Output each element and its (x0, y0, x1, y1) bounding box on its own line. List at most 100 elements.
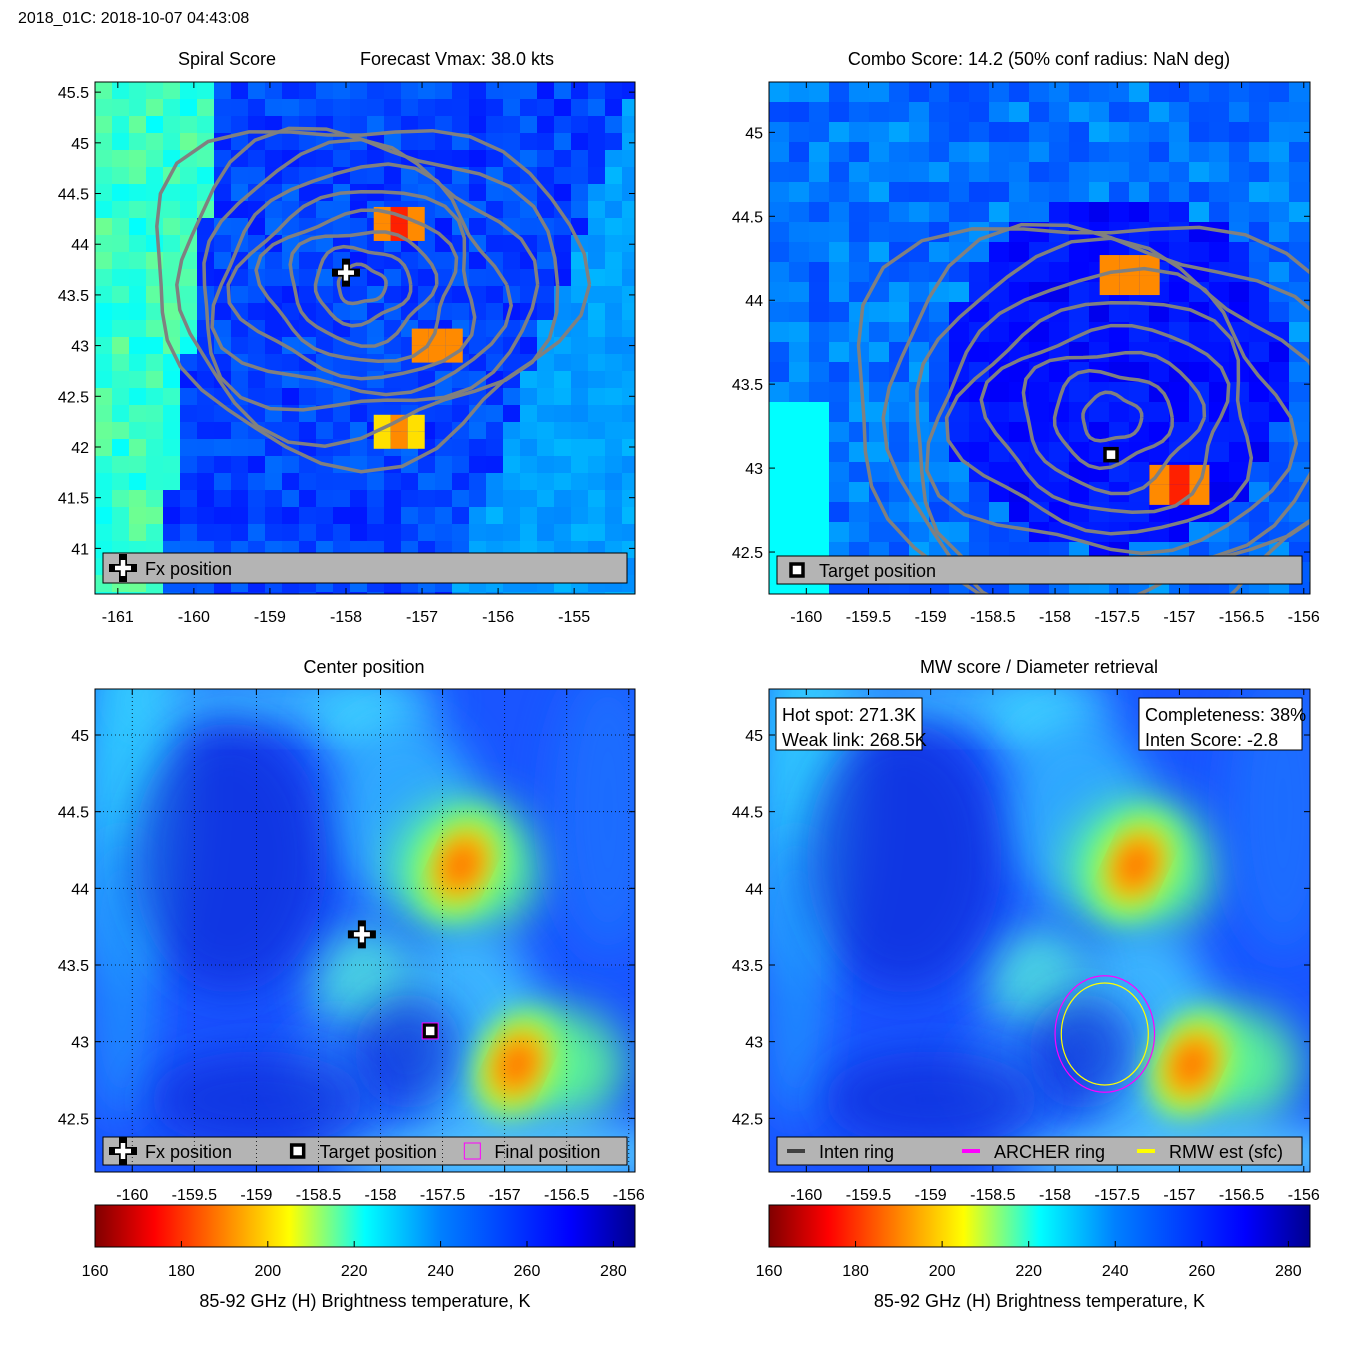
heatmap-cell (265, 99, 283, 117)
heatmap-cell (789, 382, 810, 403)
heatmap-cell (1249, 82, 1270, 103)
heatmap-cell (486, 524, 504, 542)
heatmap-cell (789, 182, 810, 203)
heatmap-cell (889, 162, 910, 183)
heatmap-cell (537, 150, 555, 168)
hot-spot-cell (1149, 484, 1170, 505)
plot-frame (768, 688, 1311, 1173)
hot-spot-cell (1099, 275, 1120, 296)
colorbar-tick-label: 240 (427, 1263, 454, 1280)
heatmap-cell (503, 524, 521, 542)
heatmap-cell (1189, 402, 1210, 423)
heatmap-cell (299, 592, 317, 594)
heatmap-cell (214, 252, 232, 270)
heatmap-cell (1169, 142, 1190, 163)
y-tick-label: 43 (745, 461, 763, 478)
heatmap-cell (231, 286, 249, 304)
heatmap-cell (180, 388, 198, 406)
heatmap-cell (1089, 402, 1110, 423)
heatmap-cell (1069, 442, 1090, 463)
target-square-marker (1103, 446, 1119, 463)
heatmap-cell (989, 162, 1010, 183)
heatmap-cell (1309, 502, 1310, 523)
heatmap-cell (1229, 522, 1250, 543)
heatmap-cell (789, 522, 810, 543)
heatmap-cell (889, 302, 910, 323)
legend: Target position (776, 555, 1303, 585)
heatmap-cell (367, 150, 385, 168)
legend-box (102, 1136, 628, 1166)
x-tick-label: -160 (790, 1187, 822, 1204)
heatmap-cell (949, 522, 970, 543)
heatmap-cell (1249, 382, 1270, 403)
heatmap-cell (889, 342, 910, 363)
heatmap-cell (1269, 182, 1290, 203)
heatmap-cell (1309, 442, 1310, 463)
heatmap-cell (214, 150, 232, 168)
heatmap-cell (1049, 362, 1070, 383)
heatmap-cell (554, 524, 572, 542)
heatmap-cell (1169, 342, 1190, 363)
heatmap-cell (265, 388, 283, 406)
contour-line (856, 225, 1310, 594)
spiral-title-left: Spiral Score (178, 49, 276, 69)
heatmap-cell (909, 582, 930, 594)
legend-label: Target position (320, 1142, 437, 1162)
heatmap-cell (95, 507, 113, 525)
contour-line (944, 301, 1254, 536)
y-tick-label: 43.5 (58, 288, 89, 305)
heatmap-cell (849, 182, 870, 203)
heatmap-cell (1209, 582, 1230, 594)
heatmap-cell (469, 286, 487, 304)
heatmap-cell (588, 592, 606, 594)
heatmap-cell (849, 262, 870, 283)
heatmap-cell (789, 362, 810, 383)
heatmap-cell (949, 202, 970, 223)
heatmap-cell (401, 507, 419, 525)
heatmap-cell (384, 269, 402, 287)
heatmap-cell (1029, 482, 1050, 503)
heatmap-cell (180, 201, 198, 219)
heatmap-cell (889, 402, 910, 423)
heatmap-cell (809, 182, 830, 203)
heatmap-cell (367, 354, 385, 372)
heatmap-cell (571, 507, 589, 525)
heatmap-cell (1169, 102, 1190, 123)
heatmap-cell (163, 116, 181, 134)
heatmap-cell (869, 142, 890, 163)
heatmap-cell (809, 582, 830, 594)
heatmap-cell (367, 116, 385, 134)
heatmap-cell (554, 201, 572, 219)
heatmap-cell (248, 201, 266, 219)
heatmap-cell (989, 382, 1010, 403)
heatmap-cell (299, 133, 317, 151)
heatmap-cell (969, 202, 990, 223)
heatmap-cell (789, 442, 810, 463)
heatmap-cell (889, 202, 910, 223)
heatmap-cell (1309, 582, 1310, 594)
heatmap-cell (889, 382, 910, 403)
heatmap-cell (503, 99, 521, 117)
heatmap-cell (112, 167, 130, 185)
heatmap-cell (1009, 362, 1030, 383)
heatmap-cell (452, 439, 470, 457)
heatmap-cell (554, 99, 572, 117)
heatmap-cell (571, 167, 589, 185)
heatmap-cell (1229, 182, 1250, 203)
heatmap-cell (384, 286, 402, 304)
heatmap-cell (622, 252, 635, 270)
heatmap-cell (265, 320, 283, 338)
heatmap-cell (769, 482, 790, 503)
heatmap-cell (849, 142, 870, 163)
heatmap-cell (503, 490, 521, 508)
heatmap-cell (1229, 442, 1250, 463)
heatmap-cell (829, 382, 850, 403)
heatmap-cell (1049, 242, 1070, 263)
heatmap-cell (146, 303, 164, 321)
heatmap-cell (829, 502, 850, 523)
heatmap-cell (435, 218, 453, 236)
heatmap-cell (969, 342, 990, 363)
heatmap-cell (1289, 362, 1310, 383)
x-tick-label: -156 (482, 609, 514, 626)
heatmap-cell (231, 337, 249, 355)
